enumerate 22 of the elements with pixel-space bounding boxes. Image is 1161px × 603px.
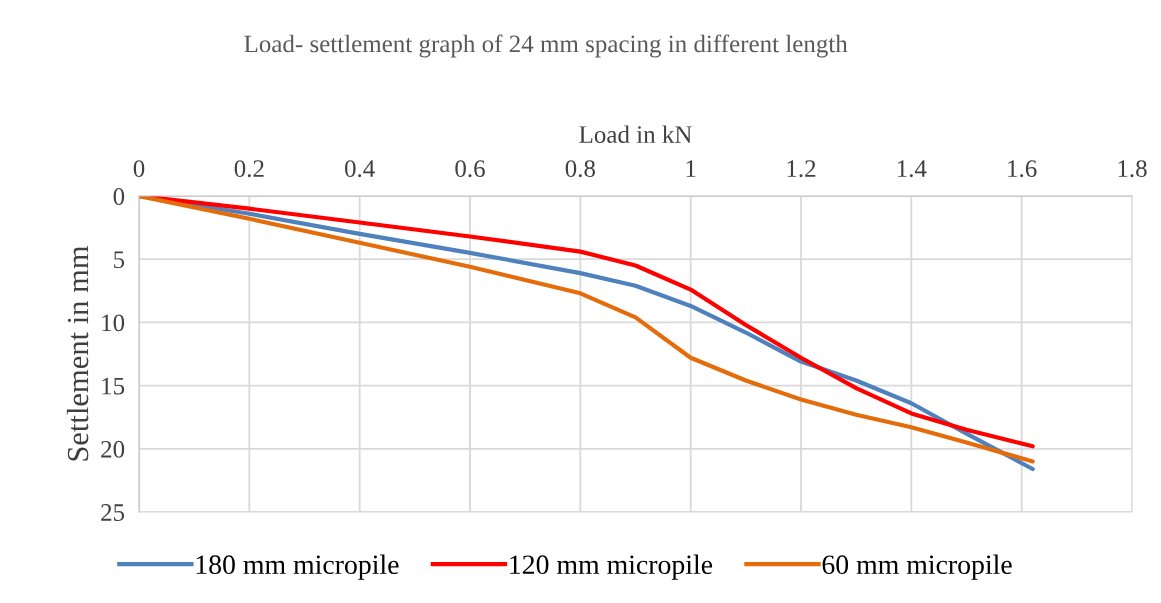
x-tick-label: 1.6 — [1008, 160, 1037, 178]
legend-label: 60 mm micropile — [822, 554, 1012, 580]
x-tick-label: 0.6 — [455, 160, 485, 178]
x-tick-label: 1.4 — [897, 160, 927, 178]
y-tick-label: 15 — [102, 377, 125, 395]
y-axis-title: Settlement in mm — [66, 245, 89, 461]
x-tick-label: 1.2 — [787, 160, 816, 178]
x-tick-label: 1 — [686, 160, 696, 177]
x-axis-title: Load in kN — [579, 125, 692, 144]
chart-title: Load- settlement graph of 24 mm spacing in different length — [244, 34, 848, 58]
x-tick-label: 0.4 — [344, 160, 375, 178]
x-tick-label: 0.2 — [234, 160, 264, 178]
y-tick-label: 5 — [114, 251, 125, 269]
y-tick-label: 20 — [101, 440, 125, 458]
x-tick-label: 0 — [133, 160, 145, 178]
x-tick-label: 1.8 — [1118, 160, 1147, 178]
y-tick-label: 25 — [101, 504, 125, 521]
y-tick-label: 10 — [102, 314, 125, 332]
y-tick-label: 0 — [113, 188, 125, 205]
legend-label: 180 mm micropile — [196, 554, 399, 580]
x-tick-label: 0.8 — [565, 160, 596, 178]
legend-label: 120 mm micropile — [510, 554, 713, 580]
